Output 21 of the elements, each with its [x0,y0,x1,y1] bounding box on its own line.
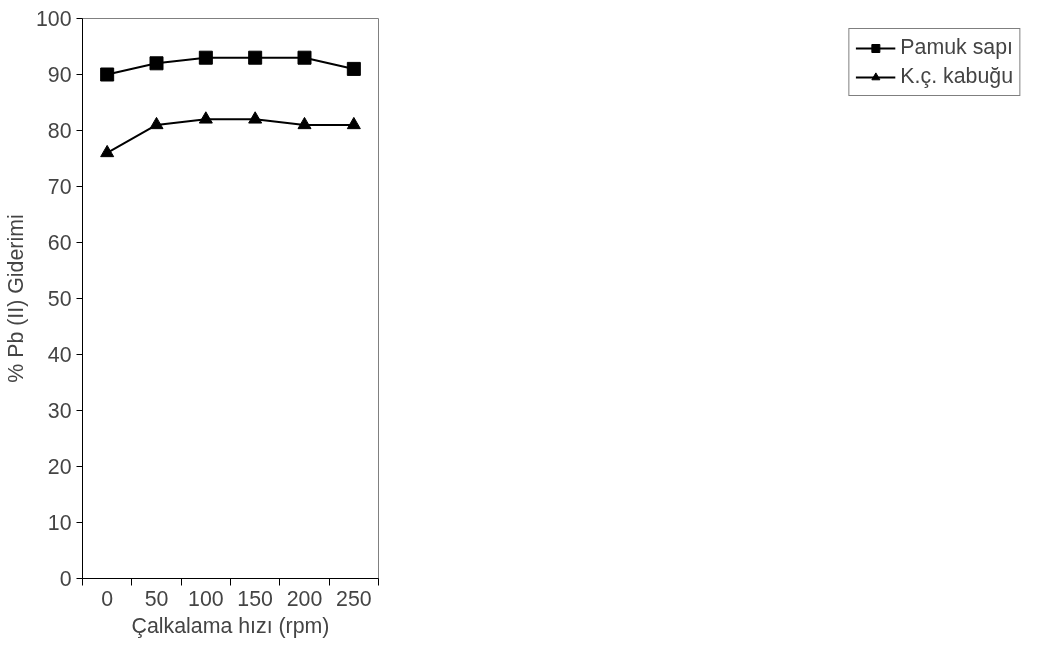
x-tick-label: 50 [144,586,169,611]
x-tick-label: 150 [237,586,274,611]
y-tick-label: 50 [47,287,72,311]
legend-label: K.ç. kabuğu [900,64,1013,89]
x-tick-label: 200 [286,586,323,611]
x-tick-label: 250 [336,586,372,611]
y-tick-label: 30 [47,399,72,423]
x-axis-title: Çalkalama hızı (rpm) [131,613,330,638]
y-tick-label: 100 [35,7,72,31]
y-tick-label: 40 [47,343,72,367]
y-tick-label: 0 [59,567,72,591]
y-tick-label: 80 [47,119,72,143]
y-tick-label: 70 [47,175,72,199]
y-tick-label: 10 [47,511,72,535]
y-tick-label: 60 [47,231,72,255]
y-axis-title: % Pb (II) Giderimi [3,214,28,383]
y-tick-label: 20 [47,455,72,479]
legend-label: Pamuk sapı [900,35,1013,60]
x-tick-label: 100 [188,586,224,611]
x-tick-label: 0 [101,586,114,611]
y-tick-label: 90 [47,63,72,87]
